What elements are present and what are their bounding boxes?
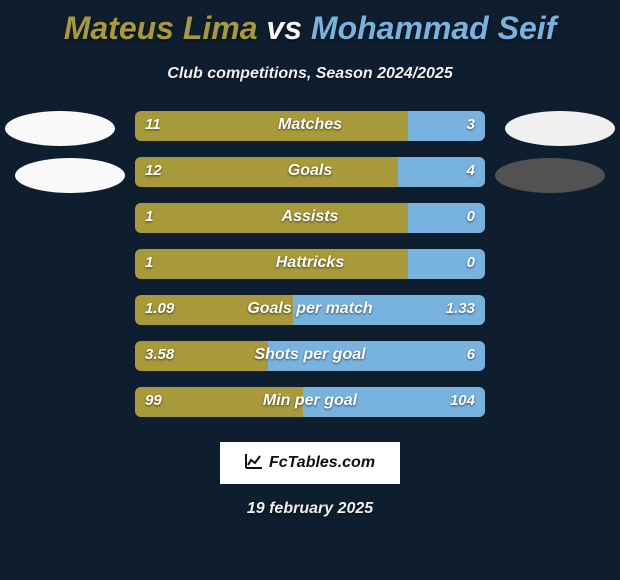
stat-value-right: 0 [467,254,475,271]
subtitle: Club competitions, Season 2024/2025 [0,65,620,83]
player1-name: Mateus Lima [64,10,258,46]
brand-text: FcTables.com [269,454,375,472]
stat-value-right: 3 [467,116,475,133]
page-title: Mateus Lima vs Mohammad Seif [0,0,620,47]
stat-value-right: 104 [450,392,475,409]
stat-row: 1Assists0 [135,203,485,233]
player2-name: Mohammad Seif [311,10,556,46]
club-logo-right-2 [495,158,605,193]
stat-label: Goals [135,162,485,180]
stat-row: 1Hattricks0 [135,249,485,279]
stat-label: Min per goal [135,392,485,410]
club-logo-right-1 [505,111,615,146]
stat-row: 12Goals4 [135,157,485,187]
stat-bars-container: 11Matches3 12Goals4 1Assists0 1Hattricks0 1.… [135,111,485,433]
stat-label: Assists [135,208,485,226]
stat-value-right: 0 [467,208,475,225]
brand-badge: FcTables.com [220,442,400,484]
stat-value-right: 6 [467,346,475,363]
footer-date: 19 february 2025 [0,500,620,518]
stat-label: Shots per goal [135,346,485,364]
stat-value-right: 1.33 [446,300,475,317]
chart-icon [245,453,263,474]
stat-label: Hattricks [135,254,485,272]
stat-row: 11Matches3 [135,111,485,141]
club-logo-left-2 [15,158,125,193]
stat-row: 3.58Shots per goal6 [135,341,485,371]
stat-label: Matches [135,116,485,134]
stat-row: 1.09Goals per match1.33 [135,295,485,325]
club-logo-left-1 [5,111,115,146]
stat-label: Goals per match [135,300,485,318]
stat-row: 99Min per goal104 [135,387,485,417]
stat-value-right: 4 [467,162,475,179]
title-vs: vs [266,10,302,46]
